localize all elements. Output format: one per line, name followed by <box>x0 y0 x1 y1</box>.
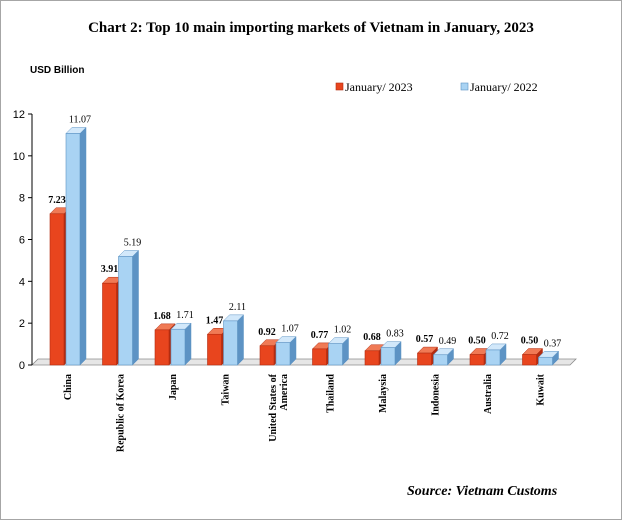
legend-label-jan2023: January/ 2023 <box>345 80 413 94</box>
x-category-label: Japan <box>168 374 179 401</box>
bar-jan2022 <box>380 347 396 366</box>
bar-jan2023 <box>312 348 327 366</box>
data-label-jan2023: 7.23 <box>48 195 66 206</box>
x-category-label-line: Malaysia <box>378 374 389 413</box>
bar-jan2023 <box>154 329 170 366</box>
y-tick-label: 4 <box>19 276 25 288</box>
y-tick-label: 6 <box>19 235 25 247</box>
x-category-label: China <box>63 374 74 400</box>
bar-jan2022-side <box>184 322 192 366</box>
y-tick-label: 2 <box>19 318 25 330</box>
data-label-jan2023: 0.50 <box>468 336 486 347</box>
data-label-jan2023: 1.68 <box>153 311 171 322</box>
x-category-label: Australia <box>483 374 494 414</box>
chart-title: Chart 2: Top 10 main importing markets o… <box>88 20 534 36</box>
x-category-label: Thailand <box>326 374 337 413</box>
x-category-label-line: Thailand <box>326 374 337 413</box>
x-category-label-line: Japan <box>168 374 179 401</box>
data-label-jan2023: 0.57 <box>416 334 434 345</box>
data-label-jan2022: 1.02 <box>334 325 352 336</box>
data-label-jan2022: 0.37 <box>544 338 562 349</box>
bar-jan2022 <box>433 354 448 366</box>
data-label-jan2023: 0.68 <box>363 332 381 343</box>
x-category-label-line: Republic of Korea <box>116 374 127 452</box>
source-note: Source: Vietnam Customs <box>407 484 558 499</box>
x-category-label: Kuwait <box>536 373 547 405</box>
x-category-label-line: Indonesia <box>431 374 442 416</box>
bar-jan2022 <box>275 342 291 366</box>
x-category-label: Indonesia <box>431 374 442 416</box>
bar-jan2023 <box>49 213 65 366</box>
bar-jan2023 <box>102 282 117 366</box>
y-tick-label: 10 <box>13 151 25 163</box>
x-category-label-line: Australia <box>483 374 494 414</box>
y-tick-label: 12 <box>13 109 25 121</box>
x-category-label: Republic of Korea <box>116 374 127 452</box>
data-label-jan2023: 0.77 <box>311 330 329 341</box>
bar-jan2023 <box>417 352 432 366</box>
data-label-jan2022: 5.19 <box>124 237 142 248</box>
data-label-jan2022: 0.49 <box>439 336 457 347</box>
bar-jan2022-side <box>237 314 244 366</box>
data-label-jan2022: 1.07 <box>281 324 299 335</box>
legend-swatch-jan2022 <box>460 82 469 91</box>
legend-label-jan2022: January/ 2022 <box>470 80 538 94</box>
x-category-label: United States ofAmerica <box>268 373 290 441</box>
data-label-jan2023: 1.47 <box>206 315 224 326</box>
bar-jan2022-side <box>132 249 139 366</box>
bar-jan2023 <box>469 354 485 366</box>
legend-swatch-jan2023 <box>335 82 344 91</box>
bar-jan2022 <box>170 328 186 366</box>
x-category-label-line: Taiwan <box>221 374 232 406</box>
data-label-jan2023: 0.92 <box>258 327 276 338</box>
bar-jan2022 <box>328 343 343 366</box>
bar-jan2022 <box>485 349 501 366</box>
bar-jan2023 <box>207 333 222 366</box>
x-category-label-line: China <box>63 374 74 400</box>
bar-jan2022 <box>223 320 238 366</box>
x-category-label: Malaysia <box>378 374 389 413</box>
bar-jan2022 <box>538 356 553 366</box>
x-category-label-line: America <box>279 374 290 411</box>
bar-jan2022 <box>118 256 133 366</box>
x-category-label: Taiwan <box>221 374 232 406</box>
bar-jan2023 <box>364 350 380 366</box>
bar-jan2023 <box>522 354 537 366</box>
data-label-jan2022: 2.11 <box>229 302 246 313</box>
y-tick-label: 8 <box>19 193 25 205</box>
bar-jan2023 <box>259 345 275 366</box>
data-label-jan2023: 3.91 <box>101 264 119 275</box>
data-label-jan2023: 0.50 <box>521 336 539 347</box>
data-label-jan2022: 11.07 <box>69 114 91 125</box>
data-label-jan2022: 0.72 <box>491 331 509 342</box>
bar-jan2022-side <box>79 126 87 366</box>
y-axis-unit-label: USD Billion <box>30 65 85 76</box>
data-label-jan2022: 0.83 <box>386 329 404 340</box>
x-category-label-line: United States of <box>268 373 279 441</box>
bar-jan2022 <box>65 133 81 366</box>
x-category-label-line: Kuwait <box>536 373 547 405</box>
data-label-jan2022: 1.71 <box>176 310 194 321</box>
y-tick-label: 0 <box>19 360 25 372</box>
